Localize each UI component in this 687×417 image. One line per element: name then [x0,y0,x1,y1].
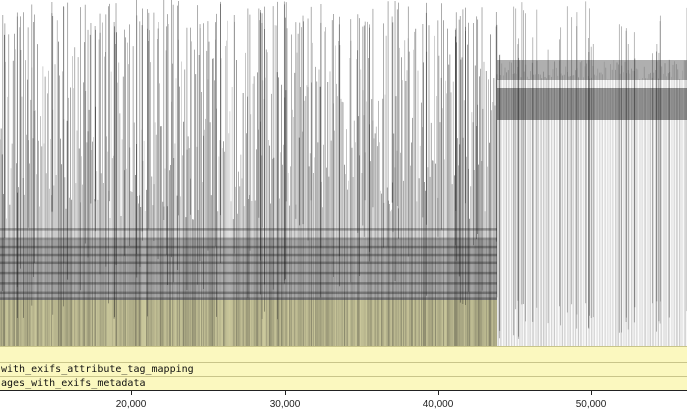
x-tick-label: 40,000 [422,399,454,410]
lane-label: ages_with_exifs_metadata [1,378,146,389]
x-tick-label: 20,000 [115,399,147,410]
x-tick-mark [285,391,286,395]
x-tick-mark [438,391,439,395]
lane-row-1[interactable]: with_exifs_attribute_tag_mapping [0,362,687,376]
x-tick-mark [131,391,132,395]
x-axis: 20,000 30,000 40,000 50,000 [0,390,687,417]
lane-label: with_exifs_attribute_tag_mapping [1,364,194,375]
lane-row-2[interactable]: ages_with_exifs_metadata [0,376,687,390]
trace-plot[interactable] [0,0,687,390]
x-tick-mark [591,391,592,395]
x-tick-label: 50,000 [575,399,607,410]
lane-band-0 [0,346,687,362]
x-tick-label: 30,000 [269,399,301,410]
